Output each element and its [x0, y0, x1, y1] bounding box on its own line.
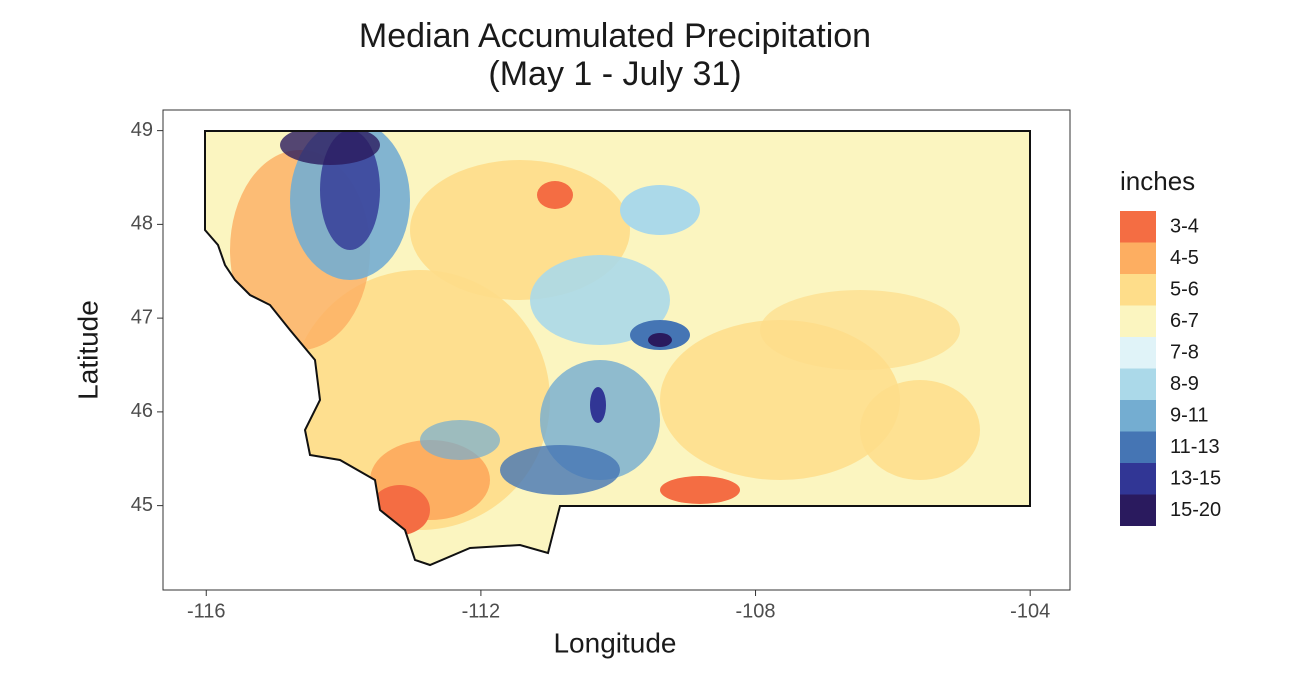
legend-label: 5-6: [1170, 278, 1199, 300]
legend-label: 9-11: [1170, 404, 1209, 426]
legend-label: 11-13: [1170, 436, 1220, 458]
x-axis-label: Longitude: [553, 627, 676, 658]
legend-swatch: [1120, 463, 1156, 495]
x-tick-label: -108: [736, 600, 776, 622]
y-tick-label: 45: [131, 494, 153, 516]
legend-label: 6-7: [1170, 310, 1199, 332]
legend-label: 15-20: [1170, 499, 1221, 521]
legend-swatch: [1120, 274, 1156, 306]
legend-swatch: [1120, 211, 1156, 243]
legend-swatch: [1120, 368, 1156, 400]
legend-label: 3-4: [1170, 215, 1199, 237]
legend-swatch: [1120, 400, 1156, 432]
y-tick-label: 49: [131, 119, 153, 141]
legend-label: 7-8: [1170, 341, 1199, 363]
legend-swatch: [1120, 337, 1156, 369]
x-tick-label: -112: [462, 600, 501, 622]
legend-label: 13-15: [1170, 467, 1221, 489]
state-outline: [204, 130, 1031, 567]
legend-swatch: [1120, 242, 1156, 274]
legend-swatch: [1120, 305, 1156, 337]
legend-label: 8-9: [1170, 373, 1199, 395]
legend-title: inches: [1120, 166, 1195, 196]
legend-swatch: [1120, 431, 1156, 463]
legend-label: 4-5: [1170, 247, 1199, 269]
chart-subtitle: (May 1 - July 31): [488, 55, 741, 93]
legend-swatch: [1120, 494, 1156, 526]
y-axis-label: Latitude: [72, 300, 103, 400]
x-tick-label: -116: [187, 600, 226, 622]
y-tick-label: 48: [131, 213, 153, 235]
y-tick-label: 46: [131, 400, 153, 422]
chart-title: Median Accumulated Precipitation: [359, 17, 871, 55]
x-tick-label: -104: [1010, 600, 1050, 622]
y-tick-label: 47: [131, 306, 153, 328]
